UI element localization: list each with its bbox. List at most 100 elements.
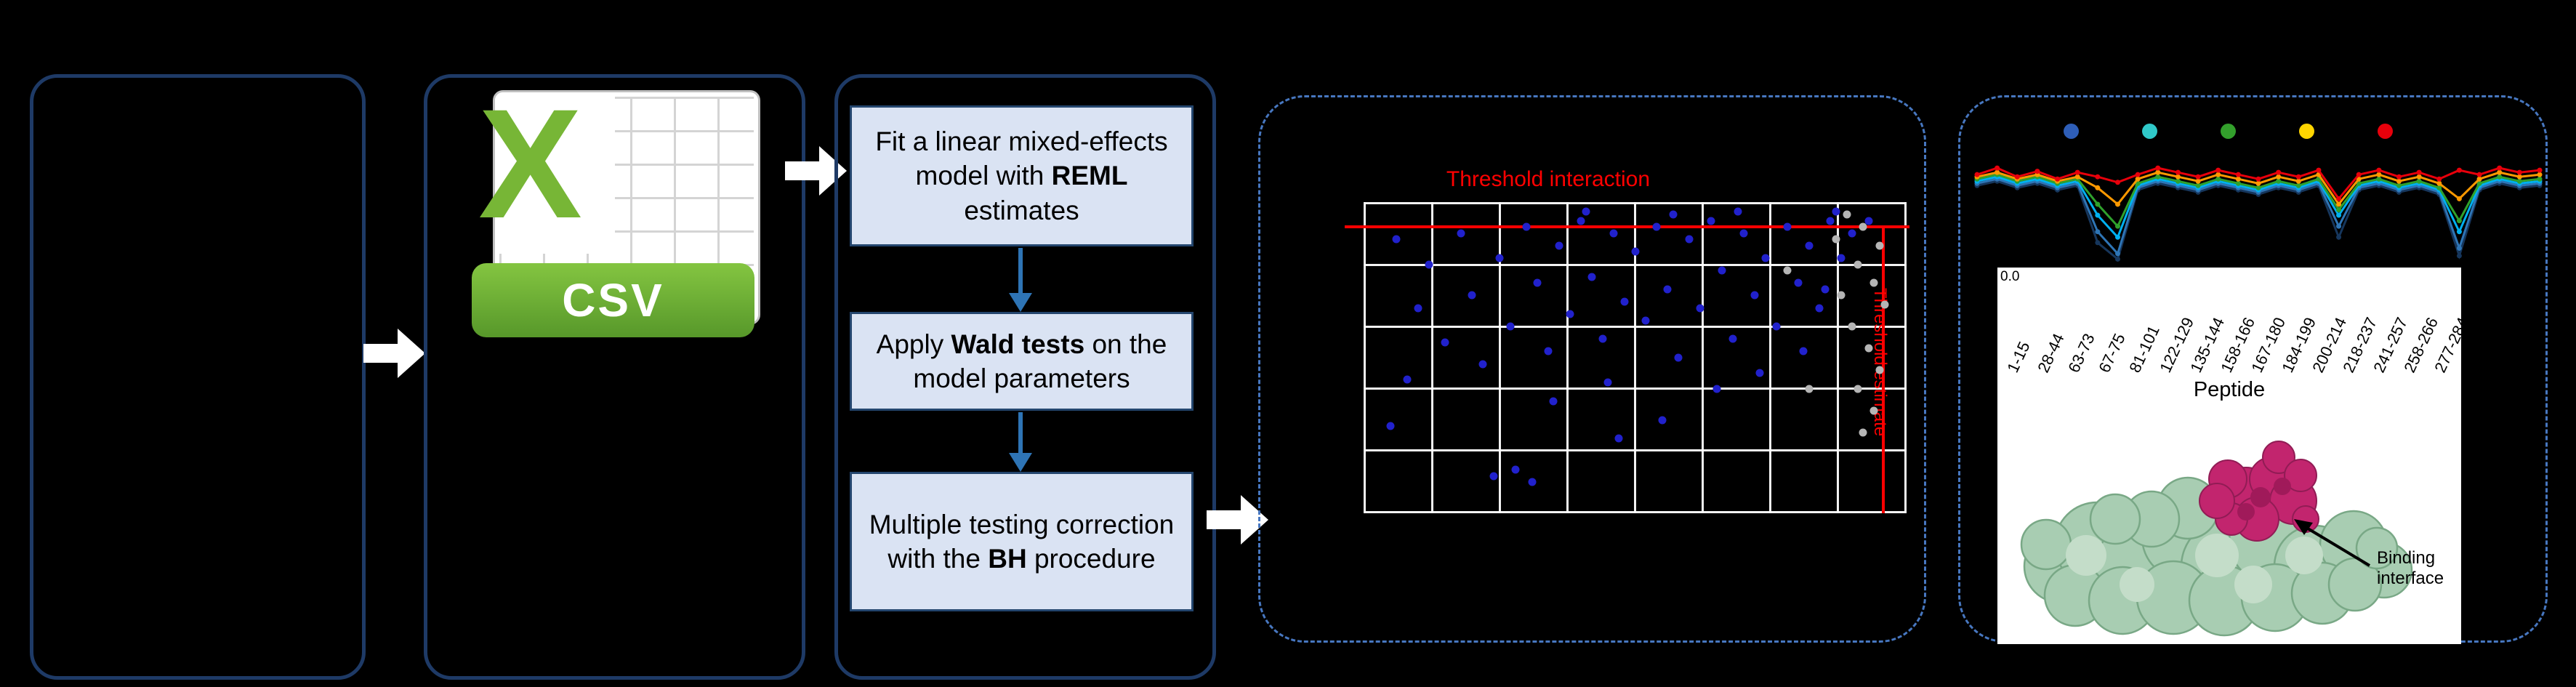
uptake-marker (2276, 169, 2282, 175)
scatter-point-blue (1652, 222, 1661, 231)
uptake-marker (1995, 169, 2000, 175)
uptake-marker (2516, 178, 2522, 184)
flow-arrow-3 (1207, 495, 1268, 545)
uptake-line-chart (1974, 165, 2543, 262)
uptake-marker (1974, 172, 1980, 177)
scatter-point-blue (1734, 207, 1742, 216)
scatter-point-blue (1669, 210, 1678, 219)
uptake-marker (2115, 256, 2120, 262)
scatter-point-gray (1864, 344, 1873, 353)
uptake-marker (2074, 169, 2080, 175)
uptake-marker (2295, 182, 2301, 188)
step-wald: Apply Wald tests on the model parameters (850, 312, 1194, 411)
uptake-marker (2436, 176, 2442, 182)
scatter-point-blue (1614, 434, 1623, 443)
scatter-point-gray (1869, 278, 1878, 287)
uptake-marker (2456, 167, 2462, 173)
scatter-point-blue (1794, 278, 1803, 287)
scatter-point-blue (1457, 229, 1465, 238)
uptake-marker (2516, 169, 2522, 175)
flow-arrow-1 (363, 329, 425, 378)
scatter-point-gray (1853, 260, 1862, 269)
step-text-bold: REML (1051, 161, 1128, 191)
scatter-point-gray (1869, 406, 1878, 415)
step-bh: Multiple testing correction with the BH … (850, 472, 1194, 611)
arrow-head (1241, 495, 1268, 545)
arrow-head (398, 329, 425, 378)
uptake-marker (2336, 212, 2342, 218)
scatter-point-blue (1685, 235, 1694, 244)
down-arrow-1 (1006, 248, 1035, 312)
flow-arrow-2 (785, 146, 847, 196)
uptake-marker (2537, 167, 2543, 173)
arrow-head (819, 146, 847, 196)
uptake-marker (2336, 201, 2342, 207)
scatter-point-blue (1609, 229, 1618, 238)
scatter-point-gray (1880, 300, 1889, 309)
uptake-marker (2476, 180, 2482, 186)
binding-interface-magenta-dark (2237, 478, 2291, 521)
uptake-marker (2195, 174, 2201, 180)
scatter-point-blue (1739, 229, 1748, 238)
scatter-point-blue (1528, 478, 1537, 486)
uptake-marker (2416, 174, 2422, 180)
scatter-point-blue (1674, 353, 1683, 362)
protein-surface-highlights (2066, 534, 2323, 603)
uptake-marker (2436, 180, 2442, 186)
uptake-marker (2456, 245, 2462, 251)
uptake-marker (2034, 169, 2040, 174)
excel-x-letter: X (478, 77, 582, 251)
uptake-marker (2055, 176, 2061, 182)
uptake-marker (1995, 165, 2000, 171)
uptake-marker (2336, 234, 2342, 240)
binding-interface-label: Binding interface (2377, 548, 2444, 588)
uptake-marker (2456, 196, 2462, 201)
uptake-marker (2115, 201, 2120, 207)
scatter-point-blue (1658, 416, 1667, 425)
uptake-marker (2155, 165, 2161, 171)
uptake-marker (2396, 174, 2402, 180)
scatter-point-blue (1707, 217, 1715, 225)
uptake-marker (2376, 172, 2382, 177)
scatter-point-blue (1468, 291, 1476, 300)
uptake-marker (2115, 223, 2120, 229)
uptake-marker (2215, 167, 2221, 173)
step-text-bold: Wald tests (951, 329, 1085, 359)
uptake-marker (2175, 178, 2181, 184)
threshold-interaction-line (1345, 225, 1909, 229)
uptake-marker (2537, 176, 2543, 182)
sheet-white-patch (495, 92, 615, 254)
uptake-marker (2276, 178, 2282, 184)
uptake-marker (2456, 253, 2462, 259)
csv-banner: CSV (472, 263, 754, 337)
scatter-point-blue (1544, 347, 1553, 355)
step-text: on the model parameters (913, 329, 1167, 393)
uptake-marker (2235, 180, 2241, 186)
step-reml-text: Fit a linear mixed-effects model with RE… (855, 124, 1188, 228)
step-text: Apply (876, 329, 951, 359)
scatter-point-gray (1859, 222, 1867, 231)
uptake-marker (2336, 223, 2342, 229)
scatter-point-blue (1441, 338, 1449, 347)
scatter-point-blue (1772, 322, 1781, 331)
uptake-marker (2376, 176, 2382, 182)
uptake-marker (2416, 178, 2422, 184)
peptide-tick-label: 63-73 (2064, 330, 2098, 376)
scatter-point-blue (1555, 241, 1563, 250)
uptake-marker (2276, 174, 2282, 180)
uptake-marker (2095, 240, 2101, 246)
uptake-marker (2095, 201, 2101, 207)
scatter-point-blue (1478, 360, 1487, 369)
uptake-marker (2255, 176, 2261, 182)
scatter-point-blue (1549, 397, 1558, 406)
uptake-marker (2074, 174, 2080, 180)
scatter-point-blue (1631, 247, 1639, 256)
arrow-shaft (1018, 248, 1023, 293)
scatter-point-blue (1821, 285, 1830, 294)
uptake-marker (2235, 176, 2241, 182)
scatter-point-blue (1386, 422, 1395, 430)
peptide-axis-label: Peptide (2193, 378, 2266, 401)
scatter-point-blue (1582, 207, 1590, 216)
uptake-marker (2295, 178, 2301, 184)
scatter-point-blue (1805, 241, 1814, 250)
